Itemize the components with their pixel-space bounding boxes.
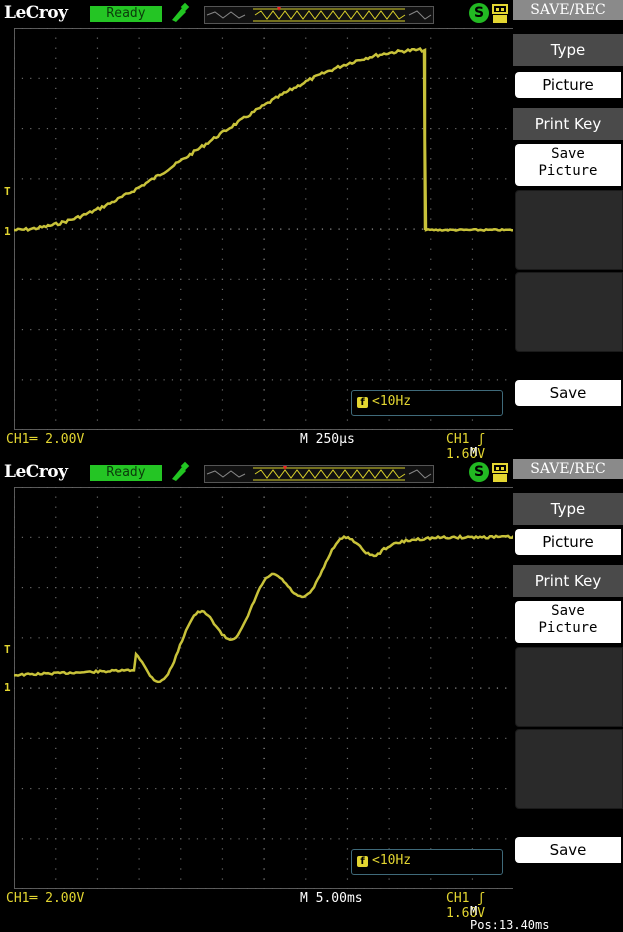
- frequency-icon: f: [357, 397, 368, 408]
- ch1-scale: CH1═ 2.00V: [6, 891, 85, 906]
- status-header: LeCroy Ready S: [0, 459, 513, 487]
- type-label: Type: [513, 34, 623, 66]
- probe-icon: [168, 2, 190, 24]
- save-button[interactable]: Save: [515, 837, 621, 863]
- channel-1-marker: 1: [4, 681, 11, 694]
- waveform-grid: [14, 487, 514, 889]
- trigger-setting: CH1 ʃ 1.60V: [446, 432, 486, 462]
- brand-logo: LeCroy: [4, 462, 68, 482]
- frequency-icon: f: [357, 856, 368, 867]
- scope-screen-top: LeCroy Ready S T 1 f <10Hz: [0, 0, 623, 473]
- print-key-button[interactable]: Save Picture: [515, 144, 621, 186]
- memory-bar-icon: [204, 6, 434, 24]
- trigger-level-marker: T: [4, 643, 11, 656]
- usb-icon: [491, 4, 509, 24]
- waveform-grid: [14, 28, 514, 430]
- channel-1-marker: 1: [4, 225, 11, 238]
- s-status-icon: S: [469, 462, 489, 482]
- save-rec-menu: SAVE/REC Type Picture Print Key Save Pic…: [513, 459, 623, 917]
- status-header: LeCroy Ready S: [0, 0, 513, 28]
- run-status-badge: Ready: [90, 465, 162, 481]
- print-key-line1: Save: [551, 146, 585, 162]
- type-button[interactable]: Picture: [515, 529, 621, 555]
- trigger-level-marker: T: [4, 185, 11, 198]
- timebase: M 5.00ms: [300, 891, 363, 906]
- print-key-label: Print Key: [513, 565, 623, 597]
- frequency-readout: f <10Hz: [351, 849, 503, 875]
- memory-bar-icon: [204, 465, 434, 483]
- status-footer: CH1═ 2.00V M 250μs CH1 ʃ 1.60V M Pos:820…: [0, 430, 549, 473]
- menu-title: SAVE/REC: [513, 0, 623, 20]
- menu-slot-5[interactable]: [515, 272, 623, 352]
- print-key-line2: Picture: [538, 620, 598, 636]
- ch1-scale: CH1═ 2.00V: [6, 432, 85, 447]
- s-status-icon: S: [469, 3, 489, 23]
- print-key-button[interactable]: Save Picture: [515, 601, 621, 643]
- probe-icon: [168, 461, 190, 483]
- frequency-readout: f <10Hz: [351, 390, 503, 416]
- ch1-waveform-trace: [14, 47, 514, 232]
- menu-slot-4[interactable]: [515, 190, 623, 270]
- print-key-line2: Picture: [538, 163, 598, 179]
- type-label: Type: [513, 493, 623, 525]
- type-button[interactable]: Picture: [515, 72, 621, 98]
- save-button[interactable]: Save: [515, 380, 621, 406]
- usb-icon: [491, 463, 509, 483]
- print-key-label: Print Key: [513, 108, 623, 140]
- frequency-value: <10Hz: [372, 853, 412, 868]
- status-footer: CH1═ 2.00V M 5.00ms CH1 ʃ 1.60V M Pos:13…: [0, 889, 549, 932]
- menu-slot-5[interactable]: [515, 729, 623, 809]
- ch1-waveform-trace: [14, 534, 514, 684]
- print-key-line1: Save: [551, 603, 585, 619]
- timebase: M 250μs: [300, 432, 355, 447]
- run-status-badge: Ready: [90, 6, 162, 22]
- scope-screen-bottom: LeCroy Ready S T 1 f <10Hz: [0, 459, 623, 932]
- save-rec-menu: SAVE/REC Type Picture Print Key Save Pic…: [513, 0, 623, 458]
- brand-logo: LeCroy: [4, 3, 68, 23]
- menu-title: SAVE/REC: [513, 459, 623, 479]
- frequency-value: <10Hz: [372, 394, 412, 409]
- menu-slot-4[interactable]: [515, 647, 623, 727]
